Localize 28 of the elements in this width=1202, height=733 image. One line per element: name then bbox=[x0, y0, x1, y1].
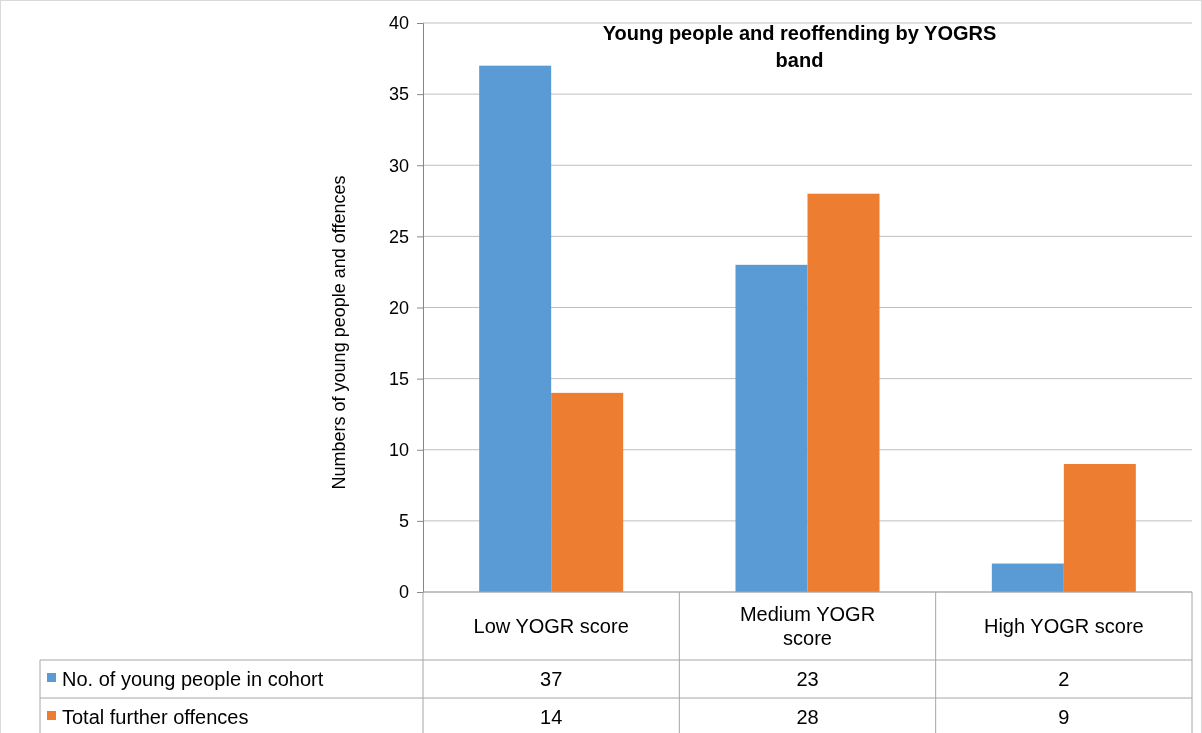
y-tick-label: 0 bbox=[398, 582, 409, 603]
bar bbox=[479, 65, 552, 592]
bar bbox=[1063, 463, 1136, 592]
y-axis-title: Numbers of young people and offences bbox=[329, 175, 349, 490]
legend-label: No. of young people in cohort bbox=[62, 668, 324, 690]
y-tick-label: 15 bbox=[388, 368, 409, 389]
y-tick-label: 5 bbox=[398, 511, 409, 532]
bar bbox=[551, 392, 624, 592]
data-label: 2 bbox=[1058, 668, 1070, 690]
x-tick-label: High YOGR score bbox=[983, 615, 1144, 637]
y-tick-label: 35 bbox=[388, 84, 409, 105]
y-tick-label: 30 bbox=[388, 155, 409, 176]
bar bbox=[735, 264, 808, 592]
data-label: 14 bbox=[540, 706, 563, 728]
bar bbox=[991, 563, 1064, 592]
text: Young people and reoffending by YOGRS band bbox=[602, 22, 997, 71]
x-tick-label: Low YOGR score bbox=[473, 615, 629, 637]
y-tick-label: 10 bbox=[388, 440, 409, 461]
data-label: 23 bbox=[796, 668, 819, 690]
legend-label: Total further offences bbox=[62, 706, 249, 728]
x-tick-label: Medium YOGR score bbox=[739, 603, 876, 649]
y-tick-label: 20 bbox=[388, 297, 409, 318]
data-label: 37 bbox=[540, 668, 563, 690]
y-tick-label: 40 bbox=[388, 13, 409, 34]
bar bbox=[807, 193, 880, 592]
y-tick-label: 25 bbox=[388, 226, 409, 247]
data-label: 28 bbox=[796, 706, 819, 728]
data-label: 9 bbox=[1058, 706, 1070, 728]
